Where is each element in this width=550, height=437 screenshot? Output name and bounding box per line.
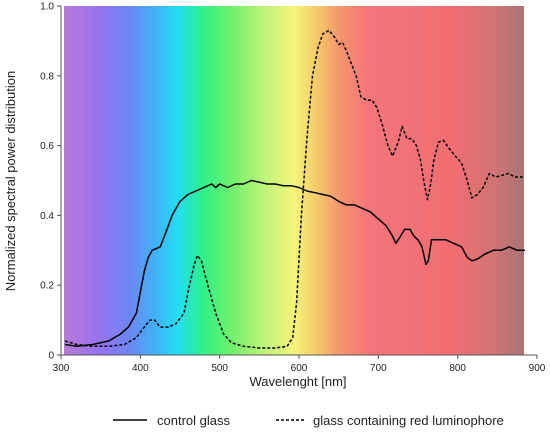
axes: 300 400 500 600 700 800 900 0 0.2 0.4 0.6 0.8 1.0: [40, 2, 546, 375]
y-tick-label: 0.8: [40, 71, 54, 82]
y-tick-label: 0.4: [40, 211, 54, 222]
legend-label-red-luminophore: glass containing red luminophore: [313, 413, 504, 428]
series-line-red-luminophore: [64, 29, 523, 349]
x-tick-label: 600: [291, 363, 308, 374]
series-layer: [64, 29, 526, 349]
legend: control glass glass containing red lumin…: [113, 413, 504, 428]
series-line-control-glass: [64, 179, 526, 348]
x-tick-label: 400: [132, 363, 149, 374]
x-tick-label: 900: [529, 363, 546, 374]
y-axis-title: Normalized spectral power distribution: [3, 71, 18, 291]
x-tick-label: 800: [449, 363, 466, 374]
y-tick-label: 0.6: [40, 141, 54, 152]
y-tick-label: 1.0: [40, 2, 54, 13]
x-tick-label: 500: [211, 363, 228, 374]
y-tick-label: 0.2: [40, 281, 54, 292]
x-tick-label: 300: [53, 363, 70, 374]
x-axis-title: Wavelenght [nm]: [249, 374, 346, 389]
legend-label-control-glass: control glass: [157, 413, 230, 428]
y-tick-label: 0: [48, 351, 54, 362]
spectrum-background: [64, 6, 524, 355]
x-tick-label: 700: [370, 363, 387, 374]
